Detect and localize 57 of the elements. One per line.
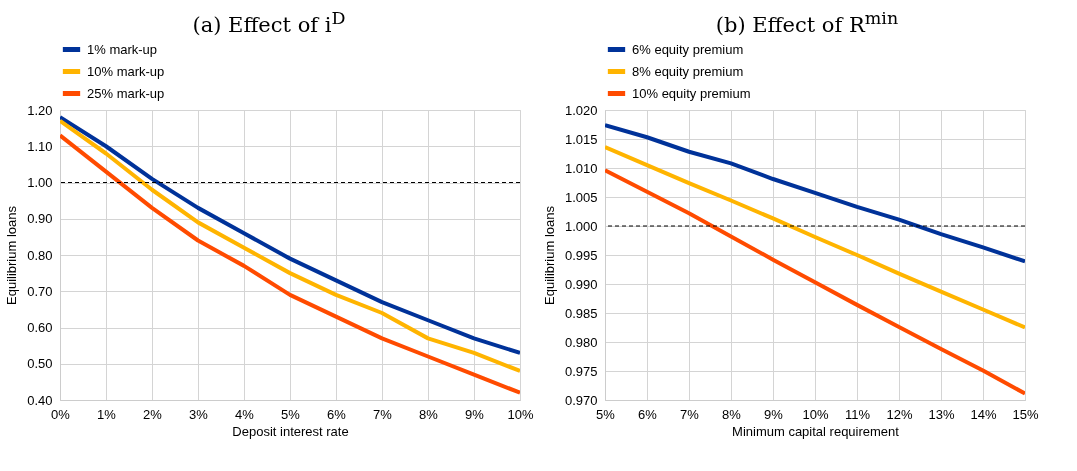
x-tick-label: 6% — [638, 406, 658, 422]
y-axis-title: Equilibrium loans — [541, 205, 557, 305]
x-tick-label: 12% — [886, 406, 913, 422]
y-tick-label: 0.70 — [27, 283, 53, 299]
x-tick-label: 0% — [51, 406, 71, 422]
x-tick-label: 2% — [143, 406, 163, 422]
x-axis-title: Minimum capital requirement — [732, 423, 900, 439]
x-tick-label: 7% — [680, 406, 700, 422]
x-tick-label: 7% — [373, 406, 393, 422]
y-tick-label: 1.00 — [27, 175, 53, 190]
y-tick-label: 0.90 — [27, 211, 53, 227]
y-tick-label: 1.015 — [564, 131, 598, 147]
x-tick-label: 8% — [419, 406, 439, 422]
x-tick-label: 4% — [235, 406, 255, 422]
legend-label: 10% equity premium — [632, 85, 751, 101]
y-tick-label: 0.970 — [564, 392, 598, 408]
y-tick-label: 1.20 — [27, 102, 53, 118]
y-tick-label: 1.005 — [564, 189, 598, 205]
x-tick-label: 1% — [97, 406, 117, 422]
x-axis-title: Deposit interest rate — [232, 423, 349, 439]
x-tick-label: 5% — [281, 406, 301, 422]
legend-label: 6% equity premium — [632, 41, 744, 57]
x-tick-label: 5% — [596, 406, 616, 422]
x-tick-label: 9% — [764, 406, 784, 422]
y-tick-label: 0.995 — [564, 247, 598, 263]
x-tick-label: 14% — [970, 406, 997, 422]
legend-label: 10% mark-up — [87, 63, 165, 79]
y-tick-label: 0.975 — [564, 363, 598, 379]
legend-label: 25% mark-up — [87, 85, 165, 101]
x-tick-label: 9% — [465, 406, 485, 422]
y-tick-label: 0.60 — [27, 320, 53, 335]
legend-label: 8% equity premium — [632, 63, 744, 79]
x-tick-label: 10% — [507, 406, 534, 422]
y-tick-label: 0.50 — [27, 356, 53, 372]
y-tick-label: 0.80 — [27, 247, 53, 263]
y-tick-label: 1.10 — [27, 138, 53, 154]
chart-title: (b) Effect of R$^{min}$ — [714, 7, 900, 38]
x-tick-label: 13% — [928, 406, 955, 422]
y-tick-label: 1.020 — [564, 102, 598, 118]
x-tick-label: 6% — [327, 406, 347, 422]
y-tick-label: 0.985 — [564, 305, 598, 321]
y-tick-label: 0.990 — [564, 276, 598, 292]
y-tick-label: 0.40 — [27, 392, 53, 408]
x-tick-label: 10% — [802, 406, 829, 422]
line-series — [605, 168, 1025, 396]
line-series — [605, 145, 1025, 330]
y-tick-label: 1.000 — [564, 218, 598, 234]
y-tick-label: 1.010 — [564, 160, 598, 176]
x-tick-label: 11% — [844, 406, 871, 422]
line-series — [605, 123, 1025, 264]
x-tick-label: 15% — [1012, 406, 1039, 422]
y-tick-label: 0.980 — [564, 334, 598, 350]
y-axis-title: Equilibrium loans — [4, 205, 20, 305]
x-tick-label: 3% — [189, 406, 209, 422]
x-tick-label: 8% — [722, 406, 742, 422]
legend-label: 1% mark-up — [87, 41, 158, 57]
chart-title: (a) Effect of i$^{D}$ — [191, 7, 347, 38]
